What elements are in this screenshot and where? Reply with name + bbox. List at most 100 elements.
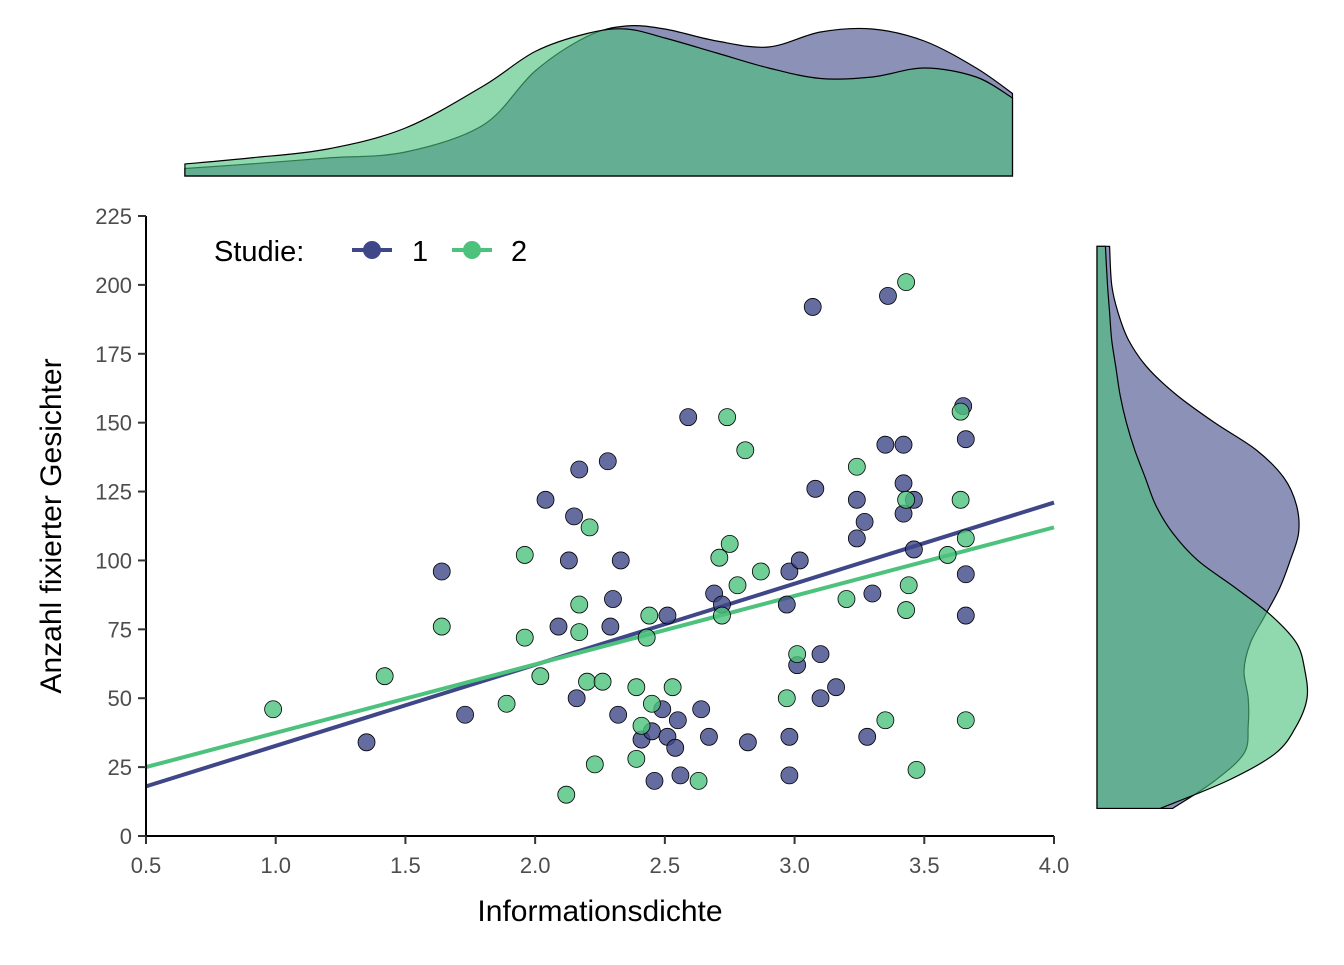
point-series-2 (642, 694, 661, 713)
point-series-2 (497, 694, 516, 713)
fit-line-series-1 (145, 500, 1055, 789)
point-series-1 (956, 430, 975, 449)
point-series-1 (692, 700, 711, 719)
point-series-2 (570, 595, 589, 614)
point-series-1 (847, 490, 866, 509)
point-series-1 (811, 645, 830, 664)
y-tick-label: 25 (108, 755, 132, 780)
x-tick-label: 0.5 (131, 853, 162, 878)
point-series-1 (679, 408, 698, 427)
point-series-1 (609, 705, 628, 724)
right-marginal-density (1096, 245, 1309, 810)
point-series-2 (557, 785, 576, 804)
fit-line-series-2 (145, 525, 1055, 770)
x-tick-label: 3.0 (779, 853, 810, 878)
regression-lines (145, 500, 1055, 789)
point-series-2 (847, 457, 866, 476)
point-series-1 (536, 490, 555, 509)
point-series-1 (668, 711, 687, 730)
point-series-1 (549, 617, 568, 636)
point-series-1 (780, 766, 799, 785)
point-series-1 (780, 727, 799, 746)
point-series-2 (580, 518, 599, 537)
point-series-2 (264, 700, 283, 719)
point-series-2 (736, 441, 755, 460)
point-series-2 (593, 672, 612, 691)
point-series-1 (567, 689, 586, 708)
point-series-2 (728, 576, 747, 595)
legend-title: Studie: (214, 236, 304, 268)
point-series-2 (432, 617, 451, 636)
point-series-1 (827, 678, 845, 697)
point-series-1 (432, 562, 451, 581)
point-series-1 (570, 460, 589, 479)
y-tick-label: 200 (95, 273, 132, 298)
top-density-series-2 (184, 28, 1014, 177)
point-series-2 (640, 606, 659, 625)
point-series-1 (357, 733, 376, 752)
scatter-points (264, 273, 975, 804)
point-series-1 (565, 507, 583, 526)
point-series-2 (585, 755, 604, 774)
point-series-1 (700, 727, 718, 746)
point-series-2 (632, 716, 651, 735)
point-series-1 (956, 606, 975, 625)
point-series-2 (515, 628, 534, 647)
point-series-2 (938, 546, 957, 564)
point-series-2 (637, 628, 656, 647)
point-series-2 (570, 623, 589, 641)
point-series-1 (803, 298, 822, 316)
point-series-1 (601, 617, 620, 636)
x-tick-label: 3.5 (909, 853, 940, 878)
y-tick-label: 50 (108, 686, 132, 711)
point-series-2 (375, 667, 394, 686)
point-series-1 (847, 529, 866, 548)
axes: 0.5 1.0 1.5 2.0 2.5 3.0 3.5 4.0 0 25 50 75 100 125 15… (95, 204, 1069, 878)
x-axis-ticks: 0.5 1.0 1.5 2.0 2.5 3.0 3.5 4.0 (131, 836, 1070, 878)
y-tick-label: 150 (95, 411, 132, 436)
point-series-1 (956, 565, 975, 584)
y-tick-label: 125 (95, 480, 132, 505)
y-axis-title: Anzahl fixierter Gesichter (35, 358, 68, 693)
point-series-1 (790, 551, 809, 570)
point-series-2 (718, 408, 737, 427)
point-series-2 (531, 667, 550, 686)
point-series-2 (751, 562, 770, 581)
point-series-1 (598, 452, 617, 471)
point-series-1 (645, 771, 664, 790)
point-series-2 (710, 548, 729, 567)
point-series-1 (559, 551, 578, 570)
point-series-2 (956, 711, 975, 730)
legend-label-1: 1 (412, 236, 428, 268)
point-series-2 (788, 645, 807, 664)
point-series-1 (811, 689, 830, 708)
point-series-2 (956, 529, 975, 548)
point-series-1 (671, 766, 690, 785)
point-series-1 (658, 606, 677, 625)
x-tick-label: 2.5 (650, 853, 681, 878)
point-series-1 (894, 474, 913, 493)
point-series-1 (876, 435, 895, 454)
point-series-1 (604, 590, 622, 608)
y-tick-label: 175 (95, 342, 132, 367)
point-series-2 (837, 590, 856, 608)
point-series-2 (713, 606, 731, 625)
point-series-1 (858, 727, 877, 746)
point-series-1 (666, 738, 685, 757)
point-series-2 (627, 749, 646, 768)
x-tick-label: 1.0 (260, 853, 291, 878)
y-tick-label: 75 (108, 617, 132, 642)
point-series-1 (905, 540, 923, 559)
x-tick-label: 4.0 (1039, 853, 1070, 878)
point-series-2 (720, 535, 739, 553)
legend-marker-1 (363, 241, 381, 259)
point-series-1 (894, 435, 913, 454)
point-series-1 (806, 479, 825, 498)
point-series-2 (689, 771, 708, 790)
legend: Studie: 1 2 (214, 236, 527, 268)
point-series-2 (777, 689, 796, 708)
point-series-1 (879, 287, 897, 305)
point-series-2 (515, 546, 534, 564)
